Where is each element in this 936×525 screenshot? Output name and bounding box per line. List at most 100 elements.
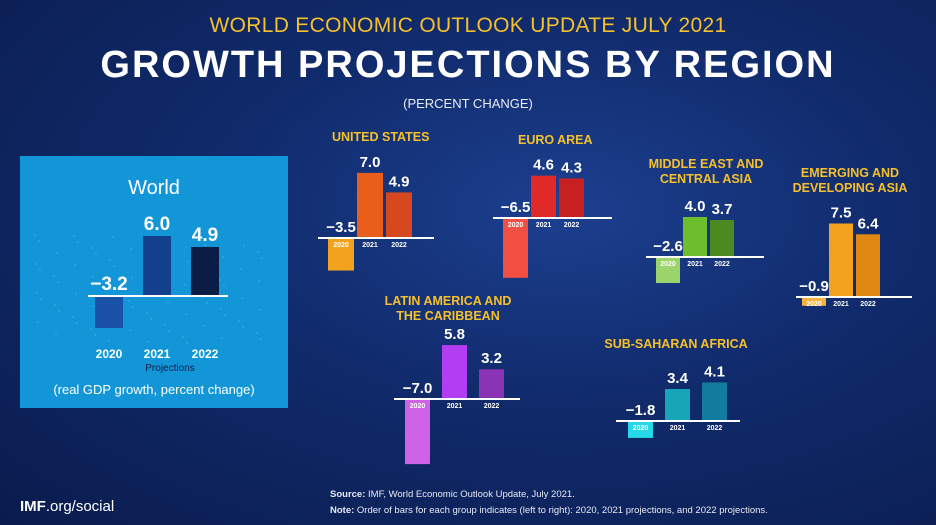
data-label: 5.8 bbox=[444, 326, 465, 343]
category-label: 2022 bbox=[192, 347, 219, 361]
world-map-dot bbox=[39, 269, 41, 271]
chart-title: EMERGING AND bbox=[801, 166, 899, 180]
data-label: 4.9 bbox=[389, 173, 410, 190]
brand-rest: .org/social bbox=[45, 498, 115, 515]
world-map-dot bbox=[56, 252, 58, 254]
world-map-dot bbox=[110, 288, 112, 290]
source-label: Source: bbox=[330, 489, 366, 500]
projections-label: Projections bbox=[145, 363, 194, 374]
world-map-dot bbox=[185, 313, 187, 315]
bar-2020 bbox=[95, 296, 123, 328]
category-label: 2020 bbox=[333, 242, 349, 249]
data-label: −2.6 bbox=[653, 238, 683, 255]
bar-2020 bbox=[628, 421, 653, 438]
category-label: 2020 bbox=[96, 347, 123, 361]
world-map-dot bbox=[130, 248, 132, 250]
world-map-dot bbox=[55, 333, 57, 335]
world-map-dot bbox=[131, 277, 133, 279]
chart-title: EURO AREA bbox=[518, 133, 593, 147]
category-label: 2021 bbox=[362, 242, 378, 249]
world-map-dot bbox=[38, 240, 40, 242]
data-label: 4.0 bbox=[685, 198, 706, 215]
bar-2021 bbox=[665, 389, 690, 421]
world-map-dot bbox=[150, 318, 152, 320]
chart-title: LATIN AMERICA AND bbox=[385, 294, 512, 308]
data-label: 3.7 bbox=[712, 201, 733, 218]
category-label: 2022 bbox=[707, 425, 723, 432]
source-note: Source: IMF, World Economic Outlook Upda… bbox=[330, 489, 575, 500]
category-label: 2020 bbox=[806, 301, 822, 308]
source-text: IMF, World Economic Outlook Update, July… bbox=[365, 489, 575, 500]
world-map-dot bbox=[34, 234, 36, 236]
world-map-dot bbox=[109, 259, 111, 261]
category-label: 2022 bbox=[391, 242, 407, 249]
world-map-dot bbox=[184, 284, 186, 286]
category-label: 2021 bbox=[144, 347, 171, 361]
bar-2022 bbox=[559, 178, 584, 218]
bar-2022 bbox=[191, 247, 219, 296]
data-label: 3.2 bbox=[481, 350, 502, 367]
world-map-dot bbox=[222, 256, 224, 258]
world-map-dot bbox=[36, 292, 38, 294]
world-map-dot bbox=[108, 340, 110, 342]
category-label: 2021 bbox=[536, 222, 552, 229]
bar-2021 bbox=[143, 236, 171, 296]
world-map-dot bbox=[164, 324, 166, 326]
data-label: 6.0 bbox=[144, 214, 170, 235]
world-map-dot bbox=[93, 305, 95, 307]
world-map-dot bbox=[37, 321, 39, 323]
bar-2021 bbox=[357, 172, 383, 238]
brand-bold: IMF bbox=[20, 498, 46, 515]
world-map-dot bbox=[75, 293, 77, 295]
world-map-dot bbox=[187, 261, 189, 263]
world-map-dot bbox=[183, 255, 185, 257]
world-map-dot bbox=[71, 287, 73, 289]
world-map-dot bbox=[258, 280, 260, 282]
category-label: 2021 bbox=[833, 301, 849, 308]
data-label: 4.1 bbox=[704, 363, 725, 380]
note-label: Note: bbox=[330, 505, 355, 516]
data-label: 4.6 bbox=[533, 157, 554, 174]
world-map-dot bbox=[74, 264, 76, 266]
world-map-dot bbox=[256, 332, 258, 334]
world-map-dot bbox=[240, 268, 242, 270]
world-map-dot bbox=[95, 253, 97, 255]
world-map-dot bbox=[127, 271, 129, 273]
page-title: GROWTH PROJECTIONS BY REGION bbox=[100, 44, 836, 86]
bar-2022 bbox=[386, 192, 412, 238]
world-map-dot bbox=[90, 328, 92, 330]
data-label: −3.5 bbox=[326, 219, 356, 236]
world-map-dot bbox=[238, 320, 240, 322]
category-label: 2022 bbox=[564, 222, 580, 229]
note-text: Order of bars for each group indicates (… bbox=[354, 505, 768, 516]
category-label: 2022 bbox=[714, 261, 730, 268]
report-subtitle: WORLD ECONOMIC OUTLOOK UPDATE JULY 2021 bbox=[209, 14, 727, 37]
world-map-dot bbox=[94, 334, 96, 336]
data-label: 7.0 bbox=[360, 154, 381, 171]
world-map-dot bbox=[241, 297, 243, 299]
world-map-dot bbox=[261, 257, 263, 259]
data-label: 4.9 bbox=[192, 225, 218, 246]
world-map-dot bbox=[76, 322, 78, 324]
world-map-dot bbox=[146, 312, 148, 314]
category-label: 2020 bbox=[633, 425, 649, 432]
world-map-dot bbox=[239, 239, 241, 241]
data-label: −1.8 bbox=[626, 402, 656, 419]
data-label: −3.2 bbox=[90, 274, 128, 295]
data-label: 6.4 bbox=[858, 215, 880, 232]
category-label: 2022 bbox=[860, 301, 876, 308]
world-map-dot bbox=[224, 314, 226, 316]
imf-social-link[interactable]: IMF.org/social bbox=[20, 498, 114, 515]
world-map-dot bbox=[57, 281, 59, 283]
world-map-dot bbox=[92, 276, 94, 278]
world-map-dot bbox=[223, 285, 225, 287]
world-map-dot bbox=[242, 326, 244, 328]
bar-2020 bbox=[503, 218, 528, 278]
bar-2022 bbox=[479, 369, 504, 399]
world-map-dot bbox=[112, 236, 114, 238]
bar-2021 bbox=[683, 217, 707, 257]
world-map-dot bbox=[167, 301, 169, 303]
category-label: 2022 bbox=[484, 403, 500, 410]
